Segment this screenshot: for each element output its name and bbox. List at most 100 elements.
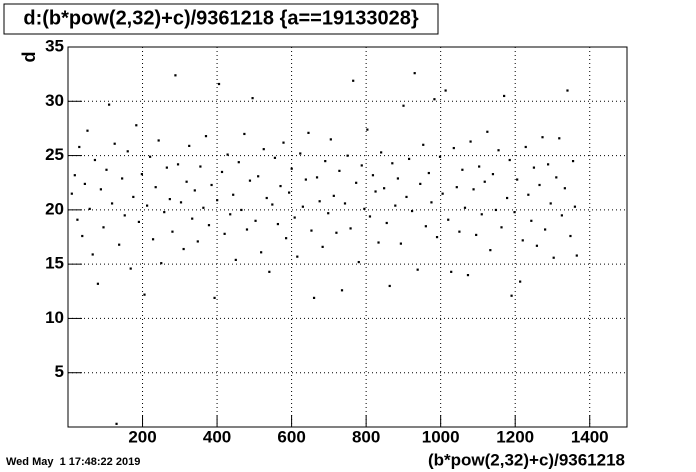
point bbox=[516, 178, 519, 181]
point bbox=[220, 170, 224, 174]
point bbox=[88, 207, 91, 210]
point bbox=[310, 229, 313, 232]
x-tick-label: 1000 bbox=[422, 427, 460, 446]
point bbox=[527, 193, 530, 196]
point bbox=[102, 226, 105, 229]
point bbox=[427, 171, 430, 175]
x-tick-label: 600 bbox=[277, 427, 305, 446]
point bbox=[179, 201, 183, 204]
point bbox=[86, 129, 89, 132]
point bbox=[146, 204, 149, 207]
point bbox=[207, 224, 211, 227]
point bbox=[374, 190, 377, 193]
point bbox=[262, 148, 265, 151]
point bbox=[438, 155, 442, 158]
point bbox=[357, 260, 360, 264]
point bbox=[260, 251, 263, 254]
point bbox=[70, 192, 73, 195]
point bbox=[248, 179, 252, 182]
point bbox=[73, 174, 76, 177]
point bbox=[163, 211, 166, 214]
point bbox=[99, 188, 102, 191]
point bbox=[199, 165, 202, 168]
point bbox=[360, 164, 363, 167]
point bbox=[494, 208, 498, 212]
y-tick-label: 30 bbox=[45, 91, 64, 110]
point bbox=[135, 124, 138, 127]
point bbox=[115, 422, 118, 425]
point bbox=[282, 141, 285, 144]
point bbox=[76, 218, 79, 221]
point bbox=[466, 274, 470, 277]
point bbox=[405, 195, 408, 199]
point bbox=[107, 103, 111, 106]
point bbox=[472, 188, 475, 191]
x-tick-label: 400 bbox=[203, 427, 231, 446]
point bbox=[349, 227, 352, 230]
plot-frame bbox=[67, 46, 628, 428]
point bbox=[424, 225, 427, 228]
y-tick-label: 25 bbox=[45, 145, 64, 164]
point bbox=[123, 214, 126, 217]
point bbox=[279, 184, 282, 188]
point bbox=[307, 131, 310, 134]
point bbox=[273, 156, 277, 159]
point bbox=[366, 128, 369, 131]
point bbox=[489, 249, 492, 252]
point bbox=[185, 180, 188, 183]
point bbox=[160, 262, 163, 265]
point bbox=[469, 140, 472, 143]
point bbox=[81, 234, 84, 238]
point bbox=[327, 212, 330, 215]
point bbox=[538, 183, 541, 187]
point bbox=[245, 228, 249, 231]
point bbox=[301, 205, 304, 208]
point bbox=[346, 154, 349, 157]
point bbox=[332, 194, 335, 197]
point bbox=[521, 239, 524, 242]
point bbox=[243, 132, 246, 136]
point bbox=[410, 209, 414, 213]
point bbox=[455, 186, 458, 189]
point bbox=[508, 158, 511, 162]
point bbox=[450, 270, 453, 273]
point bbox=[475, 233, 478, 237]
point bbox=[503, 94, 506, 98]
point bbox=[171, 230, 174, 233]
point bbox=[143, 293, 146, 296]
point bbox=[232, 193, 235, 196]
point bbox=[563, 187, 566, 190]
point bbox=[530, 219, 533, 222]
point bbox=[312, 296, 316, 299]
point bbox=[251, 97, 254, 100]
point bbox=[458, 230, 461, 233]
chart-title: d:(b*pow(2,32)+c)/9361218 {a==19133028} bbox=[23, 7, 418, 29]
point bbox=[118, 243, 121, 246]
point bbox=[416, 268, 419, 271]
point bbox=[93, 158, 97, 162]
point bbox=[571, 160, 575, 163]
y-tick-label: 20 bbox=[45, 199, 64, 218]
point bbox=[396, 177, 400, 180]
point bbox=[271, 203, 274, 206]
point bbox=[388, 284, 391, 288]
title-box bbox=[3, 3, 439, 35]
point bbox=[447, 218, 450, 221]
point bbox=[129, 267, 132, 270]
point bbox=[338, 169, 341, 172]
point bbox=[377, 241, 380, 244]
point bbox=[560, 214, 563, 217]
point bbox=[105, 168, 108, 171]
point bbox=[340, 289, 344, 292]
point bbox=[483, 180, 486, 183]
point bbox=[216, 199, 219, 202]
point bbox=[174, 74, 177, 77]
point bbox=[268, 270, 271, 273]
point bbox=[191, 217, 194, 220]
point bbox=[196, 240, 199, 243]
point bbox=[368, 215, 372, 218]
point bbox=[402, 104, 405, 107]
point bbox=[254, 219, 257, 222]
point bbox=[126, 150, 129, 153]
